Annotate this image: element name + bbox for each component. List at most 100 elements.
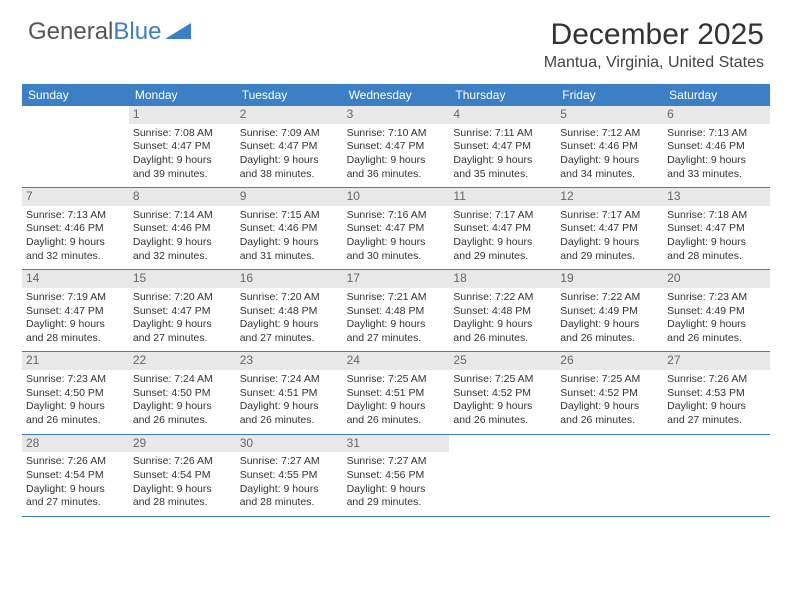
sunrise-text: Sunrise: 7:26 AM (26, 455, 125, 469)
sunset-text: Sunset: 4:47 PM (240, 140, 339, 154)
calendar-cell: 5Sunrise: 7:12 AMSunset: 4:46 PMDaylight… (556, 106, 663, 187)
calendar-cell: 10Sunrise: 7:16 AMSunset: 4:47 PMDayligh… (343, 188, 450, 269)
daylight-text: Daylight: 9 hours and 26 minutes. (667, 318, 766, 345)
sunset-text: Sunset: 4:47 PM (667, 222, 766, 236)
sunrise-text: Sunrise: 7:22 AM (560, 291, 659, 305)
sunrise-text: Sunrise: 7:25 AM (560, 373, 659, 387)
daylight-text: Daylight: 9 hours and 29 minutes. (347, 483, 446, 510)
calendar-cell: 13Sunrise: 7:18 AMSunset: 4:47 PMDayligh… (663, 188, 770, 269)
calendar-cell: 12Sunrise: 7:17 AMSunset: 4:47 PMDayligh… (556, 188, 663, 269)
daylight-text: Daylight: 9 hours and 30 minutes. (347, 236, 446, 263)
week-row: 1Sunrise: 7:08 AMSunset: 4:47 PMDaylight… (22, 106, 770, 188)
sunrise-text: Sunrise: 7:27 AM (347, 455, 446, 469)
sunset-text: Sunset: 4:47 PM (453, 222, 552, 236)
day-number: 6 (663, 106, 770, 124)
sunset-text: Sunset: 4:51 PM (347, 387, 446, 401)
sunrise-text: Sunrise: 7:23 AM (667, 291, 766, 305)
sunset-text: Sunset: 4:51 PM (240, 387, 339, 401)
calendar-cell: 31Sunrise: 7:27 AMSunset: 4:56 PMDayligh… (343, 435, 450, 516)
calendar-cell: 28Sunrise: 7:26 AMSunset: 4:54 PMDayligh… (22, 435, 129, 516)
daylight-text: Daylight: 9 hours and 29 minutes. (560, 236, 659, 263)
sunset-text: Sunset: 4:47 PM (133, 305, 232, 319)
day-number: 25 (449, 352, 556, 370)
day-header-monday: Monday (129, 84, 236, 106)
sunrise-text: Sunrise: 7:13 AM (26, 209, 125, 223)
sunset-text: Sunset: 4:54 PM (26, 469, 125, 483)
calendar-cell: 27Sunrise: 7:26 AMSunset: 4:53 PMDayligh… (663, 352, 770, 433)
day-number: 4 (449, 106, 556, 124)
daylight-text: Daylight: 9 hours and 27 minutes. (667, 400, 766, 427)
day-header-friday: Friday (556, 84, 663, 106)
weeks-container: 1Sunrise: 7:08 AMSunset: 4:47 PMDaylight… (22, 106, 770, 517)
daylight-text: Daylight: 9 hours and 26 minutes. (133, 400, 232, 427)
calendar-cell (663, 435, 770, 516)
sunrise-text: Sunrise: 7:24 AM (240, 373, 339, 387)
calendar-cell: 30Sunrise: 7:27 AMSunset: 4:55 PMDayligh… (236, 435, 343, 516)
day-number: 17 (343, 270, 450, 288)
day-header-thursday: Thursday (449, 84, 556, 106)
header: GeneralBlue December 2025 Mantua, Virgin… (0, 0, 792, 76)
sunset-text: Sunset: 4:46 PM (240, 222, 339, 236)
sunrise-text: Sunrise: 7:21 AM (347, 291, 446, 305)
daylight-text: Daylight: 9 hours and 39 minutes. (133, 154, 232, 181)
day-number: 23 (236, 352, 343, 370)
daylight-text: Daylight: 9 hours and 32 minutes. (133, 236, 232, 263)
calendar-cell: 15Sunrise: 7:20 AMSunset: 4:47 PMDayligh… (129, 270, 236, 351)
sunset-text: Sunset: 4:46 PM (560, 140, 659, 154)
day-number: 5 (556, 106, 663, 124)
sunset-text: Sunset: 4:53 PM (667, 387, 766, 401)
sunrise-text: Sunrise: 7:16 AM (347, 209, 446, 223)
calendar-cell: 25Sunrise: 7:25 AMSunset: 4:52 PMDayligh… (449, 352, 556, 433)
calendar-cell: 20 Sunrise: 7:23 AMSunset: 4:49 PMDayligh… (663, 270, 770, 351)
sunrise-text: Sunrise: 7:25 AM (347, 373, 446, 387)
daylight-text: Daylight: 9 hours and 26 minutes. (26, 400, 125, 427)
sunrise-text: Sunrise: 7:11 AM (453, 127, 552, 141)
daylight-text: Daylight: 9 hours and 35 minutes. (453, 154, 552, 181)
daylight-text: Daylight: 9 hours and 27 minutes. (240, 318, 339, 345)
day-number: 8 (129, 188, 236, 206)
daylight-text: Daylight: 9 hours and 26 minutes. (560, 318, 659, 345)
daylight-text: Daylight: 9 hours and 26 minutes. (240, 400, 339, 427)
day-number: 9 (236, 188, 343, 206)
calendar-cell: 2Sunrise: 7:09 AMSunset: 4:47 PMDaylight… (236, 106, 343, 187)
day-number: 1 (129, 106, 236, 124)
sunset-text: Sunset: 4:50 PM (133, 387, 232, 401)
daylight-text: Daylight: 9 hours and 29 minutes. (453, 236, 552, 263)
logo-text-blue: Blue (113, 18, 161, 46)
daylight-text: Daylight: 9 hours and 28 minutes. (667, 236, 766, 263)
sunrise-text: Sunrise: 7:17 AM (560, 209, 659, 223)
sunset-text: Sunset: 4:48 PM (453, 305, 552, 319)
calendar-cell: 22Sunrise: 7:24 AMSunset: 4:50 PMDayligh… (129, 352, 236, 433)
sunset-text: Sunset: 4:54 PM (133, 469, 232, 483)
day-number: 13 (663, 188, 770, 206)
day-number: 18 (449, 270, 556, 288)
daylight-text: Daylight: 9 hours and 36 minutes. (347, 154, 446, 181)
day-number: 20 (663, 270, 770, 288)
sunset-text: Sunset: 4:49 PM (560, 305, 659, 319)
day-number: 11 (449, 188, 556, 206)
sunset-text: Sunset: 4:52 PM (560, 387, 659, 401)
calendar-cell: 7Sunrise: 7:13 AMSunset: 4:46 PMDaylight… (22, 188, 129, 269)
day-number: 10 (343, 188, 450, 206)
sunset-text: Sunset: 4:49 PM (667, 305, 766, 319)
week-row: 21Sunrise: 7:23 AMSunset: 4:50 PMDayligh… (22, 352, 770, 434)
calendar-cell: 18Sunrise: 7:22 AMSunset: 4:48 PMDayligh… (449, 270, 556, 351)
sunrise-text: Sunrise: 7:22 AM (453, 291, 552, 305)
day-number: 15 (129, 270, 236, 288)
sunrise-text: Sunrise: 7:17 AM (453, 209, 552, 223)
month-title: December 2025 (544, 18, 764, 52)
daylight-text: Daylight: 9 hours and 26 minutes. (347, 400, 446, 427)
day-number: 29 (129, 435, 236, 453)
calendar-cell: 17Sunrise: 7:21 AMSunset: 4:48 PMDayligh… (343, 270, 450, 351)
day-number: 27 (663, 352, 770, 370)
sunset-text: Sunset: 4:46 PM (26, 222, 125, 236)
calendar-cell (449, 435, 556, 516)
sunrise-text: Sunrise: 7:13 AM (667, 127, 766, 141)
calendar-cell: 26Sunrise: 7:25 AMSunset: 4:52 PMDayligh… (556, 352, 663, 433)
calendar: SundayMondayTuesdayWednesdayThursdayFrid… (22, 84, 770, 517)
sunrise-text: Sunrise: 7:19 AM (26, 291, 125, 305)
calendar-cell: 6Sunrise: 7:13 AMSunset: 4:46 PMDaylight… (663, 106, 770, 187)
day-header-saturday: Saturday (663, 84, 770, 106)
calendar-cell: 24Sunrise: 7:25 AMSunset: 4:51 PMDayligh… (343, 352, 450, 433)
daylight-text: Daylight: 9 hours and 32 minutes. (26, 236, 125, 263)
